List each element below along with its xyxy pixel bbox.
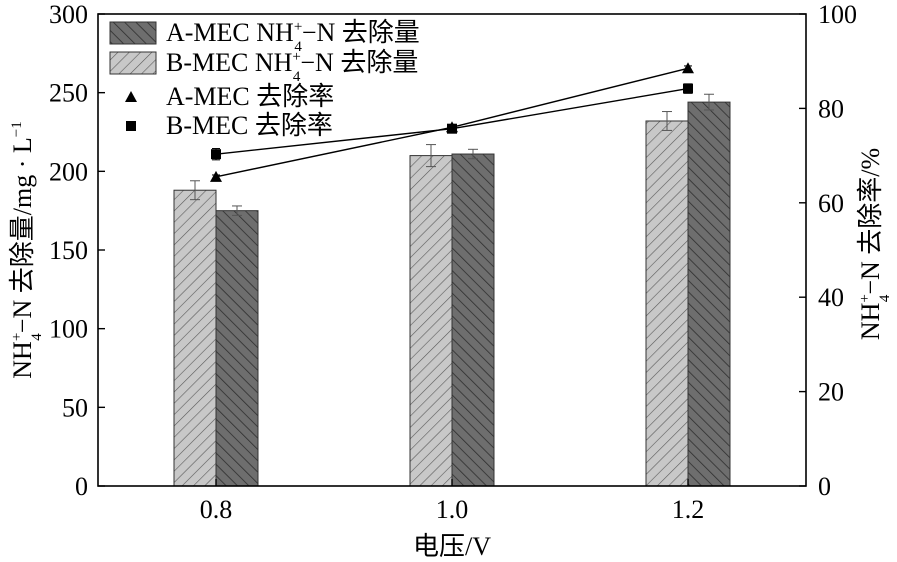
- point-B-1.0: [447, 123, 457, 134]
- bar-B-1.2: [645, 120, 689, 487]
- error-bar-A-0.8: [232, 205, 242, 216]
- error-bar-B-1.0: [426, 144, 436, 168]
- left-tick-label: 300: [49, 0, 88, 29]
- bar-A-1.0: [451, 153, 495, 487]
- legend-entry-1: A-MEC NH+ 4−N 去除量: [109, 18, 420, 55]
- error-bar-A-1.0: [468, 148, 478, 160]
- error-bar-B-1.2: [662, 111, 672, 131]
- x-tick-label: 0.8: [200, 495, 233, 524]
- right-y-axis-title: NH+ 4−N 去除率/%: [856, 148, 893, 340]
- legend-swatch-bar-A: [109, 21, 157, 45]
- right-tick-label: 40: [818, 283, 844, 312]
- legend-entry-3: A-MEC 去除率: [125, 82, 334, 111]
- legend-label-line-A: A-MEC 去除率: [166, 82, 334, 111]
- right-tick-label: 80: [818, 94, 844, 123]
- point-A-0.8: [210, 170, 222, 182]
- legend-label-bar-B: B-MEC NH+ 4−N 去除量: [166, 48, 418, 85]
- bar-A-1.2: [687, 101, 731, 487]
- point-B-0.8: [211, 149, 221, 160]
- left-tick-label: 150: [49, 236, 88, 265]
- left-tick-label: 0: [75, 472, 88, 501]
- legend-marker-A: [125, 91, 137, 102]
- left-tick-label: 250: [49, 79, 88, 108]
- legend-entry-4: B-MEC 去除率: [126, 111, 333, 140]
- right-tick-label: 100: [818, 0, 857, 29]
- left-tick-label: 50: [62, 393, 88, 422]
- bar-B-0.8: [173, 189, 217, 487]
- right-tick-label: 0: [818, 472, 831, 501]
- x-axis-title: 电压/V: [413, 532, 491, 561]
- point-A-1.2: [682, 62, 694, 74]
- error-bar-B-0.8: [190, 180, 200, 201]
- right-tick-label: 60: [818, 189, 844, 218]
- right-tick-label: 20: [818, 378, 844, 407]
- bar-B-1.0: [409, 155, 453, 487]
- legend-label-bar-A: A-MEC NH+ 4−N 去除量: [166, 18, 420, 55]
- legend-label-line-B: B-MEC 去除率: [166, 111, 333, 140]
- point-B-1.2: [683, 83, 693, 94]
- x-tick-label: 1.2: [672, 495, 705, 524]
- x-tick-label: 1.0: [436, 495, 469, 524]
- legend-marker-B: [126, 121, 136, 131]
- left-tick-label: 100: [49, 315, 88, 344]
- legend-entry-2: B-MEC NH+ 4−N 去除量: [109, 48, 418, 85]
- left-y-axis-title: NH+ 4−N 去除量/mg · L−1: [8, 121, 45, 378]
- error-bar-A-1.2: [704, 93, 714, 111]
- legend-swatch-bar-B: [109, 51, 157, 75]
- left-tick-label: 200: [49, 157, 88, 186]
- bar-A-0.8: [215, 210, 259, 487]
